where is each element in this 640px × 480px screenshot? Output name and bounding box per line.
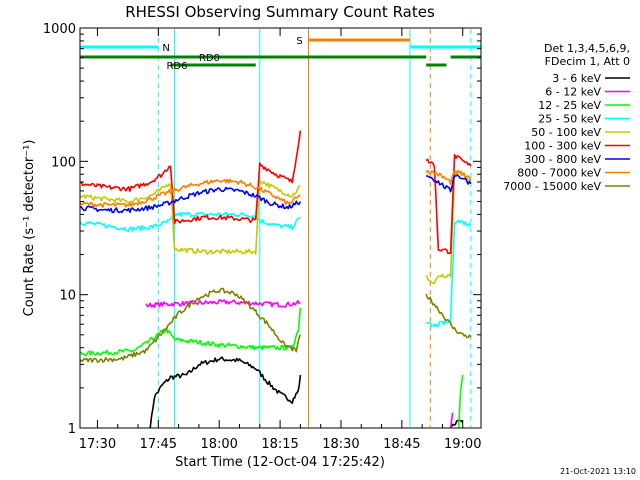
x-tick-label: 18:00 [200, 437, 237, 452]
legend-entry-label: 800 - 7000 keV [517, 167, 601, 180]
series-line [79, 179, 301, 255]
flag-bar-label: S [296, 36, 302, 47]
x-tick-label: 18:15 [261, 437, 298, 452]
footer-timestamp: 21-Oct-2021 13:10 [560, 467, 636, 476]
series-line [449, 412, 454, 429]
series-line [425, 169, 472, 185]
series-line [79, 211, 301, 233]
legend-entry-label: 6 - 12 keV [545, 86, 601, 99]
x-tick-label: 18:30 [322, 437, 359, 452]
series-line [457, 374, 464, 429]
y-axis-ticks: 1 10 100 1000 [43, 22, 481, 437]
x-tick-label: 19:00 [444, 437, 481, 452]
series-line [79, 186, 302, 214]
flag-bar-label: RD0 [199, 53, 220, 64]
x-tick-label: 17:45 [140, 437, 177, 452]
flag-bar-label: RD6 [166, 61, 187, 72]
series-line [426, 174, 472, 193]
series-line [449, 419, 464, 429]
chart-title: RHESSI Observing Summary Count Rates [125, 3, 435, 21]
series-line [79, 130, 302, 225]
flag-bar-label: N [162, 43, 169, 54]
series-line [149, 356, 302, 429]
series-line [425, 153, 472, 255]
legend-entry-label: 12 - 25 keV [538, 99, 601, 112]
y-axis-label: Count Rate (s⁻¹ detector⁻¹) [22, 140, 37, 317]
series-line [79, 178, 301, 208]
series-line [79, 287, 302, 363]
x-tick-label: 18:45 [383, 437, 420, 452]
series-lines [79, 130, 472, 429]
legend-entry-label: 7000 - 15000 keV [503, 180, 601, 193]
x-axis-ticks: 17:30 17:45 18:00 18:15 18:30 18:45 19:00 [79, 28, 481, 452]
y-tick-label: 10 [59, 289, 76, 304]
x-tick-label: 17:30 [79, 437, 116, 452]
series-line [79, 307, 302, 357]
x-axis-label: Start Time (12-Oct-04 17:25:42) [175, 455, 385, 470]
series-line [425, 293, 472, 339]
legend: Det 1,3,4,5,6,9,FDecim 1, Att 0 3 - 6 keV… [503, 42, 630, 193]
legend-entry-label: 50 - 100 keV [531, 126, 601, 139]
legend-entry-label: 3 - 6 keV [552, 72, 601, 85]
legend-entry-label: 300 - 800 keV [524, 153, 601, 166]
legend-entry-label: 25 - 50 keV [538, 113, 601, 126]
legend-header: Det 1,3,4,5,6,9, [544, 42, 630, 55]
y-tick-label: 1000 [43, 22, 76, 37]
series-line [145, 299, 301, 308]
event-markers [79, 29, 472, 427]
y-tick-label: 100 [51, 155, 76, 170]
flag-bars: N S RD0 RD6 [80, 36, 481, 72]
legend-entry-label: 100 - 300 keV [524, 140, 601, 153]
y-tick-label: 1 [68, 422, 76, 437]
legend-header: FDecim 1, Att 0 [545, 55, 630, 68]
